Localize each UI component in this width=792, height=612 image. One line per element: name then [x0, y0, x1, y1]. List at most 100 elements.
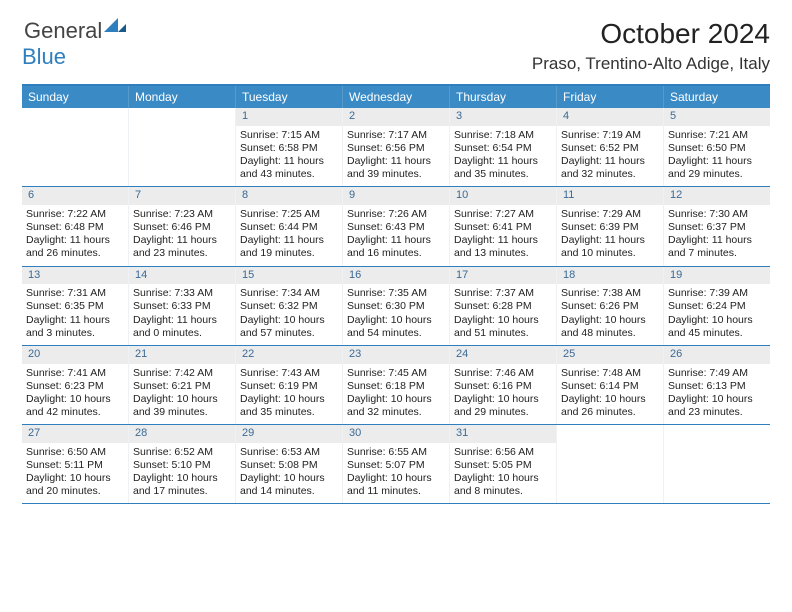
day-dl1: Daylight: 10 hours: [561, 393, 659, 406]
day-body: Sunrise: 7:35 AMSunset: 6:30 PMDaylight:…: [343, 284, 449, 345]
day-sr: Sunrise: 7:15 AM: [240, 129, 338, 142]
day-dl1: Daylight: 11 hours: [133, 314, 231, 327]
day-cell: 9Sunrise: 7:26 AMSunset: 6:43 PMDaylight…: [343, 187, 450, 265]
day-number: 31: [450, 425, 556, 443]
day-cell: 2Sunrise: 7:17 AMSunset: 6:56 PMDaylight…: [343, 108, 450, 186]
dow-friday: Friday: [557, 86, 664, 108]
day-number: 8: [236, 187, 342, 205]
day-ss: Sunset: 6:28 PM: [454, 300, 552, 313]
day-cell: 6Sunrise: 7:22 AMSunset: 6:48 PMDaylight…: [22, 187, 129, 265]
day-cell: 11Sunrise: 7:29 AMSunset: 6:39 PMDayligh…: [557, 187, 664, 265]
day-sr: Sunrise: 7:33 AM: [133, 287, 231, 300]
day-ss: Sunset: 6:58 PM: [240, 142, 338, 155]
day-dl2: and 10 minutes.: [561, 247, 659, 260]
day-cell: 7Sunrise: 7:23 AMSunset: 6:46 PMDaylight…: [129, 187, 236, 265]
day-dl1: Daylight: 10 hours: [454, 314, 552, 327]
day-ss: Sunset: 6:37 PM: [668, 221, 766, 234]
logo-word2: Blue: [22, 44, 66, 69]
day-number: 25: [557, 346, 663, 364]
day-cell: 8Sunrise: 7:25 AMSunset: 6:44 PMDaylight…: [236, 187, 343, 265]
day-body: Sunrise: 7:30 AMSunset: 6:37 PMDaylight:…: [664, 205, 770, 266]
day-number: 20: [22, 346, 128, 364]
day-body: Sunrise: 7:18 AMSunset: 6:54 PMDaylight:…: [450, 126, 556, 187]
week-row: 6Sunrise: 7:22 AMSunset: 6:48 PMDaylight…: [22, 187, 770, 266]
day-cell: 22Sunrise: 7:43 AMSunset: 6:19 PMDayligh…: [236, 346, 343, 424]
day-ss: Sunset: 6:24 PM: [668, 300, 766, 313]
day-body: Sunrise: 7:29 AMSunset: 6:39 PMDaylight:…: [557, 205, 663, 266]
day-dl2: and 26 minutes.: [26, 247, 124, 260]
location-text: Praso, Trentino-Alto Adige, Italy: [532, 54, 770, 74]
day-body: Sunrise: 7:39 AMSunset: 6:24 PMDaylight:…: [664, 284, 770, 345]
day-number: 16: [343, 267, 449, 285]
day-body: Sunrise: 7:42 AMSunset: 6:21 PMDaylight:…: [129, 364, 235, 425]
day-dl1: Daylight: 10 hours: [240, 472, 338, 485]
day-ss: Sunset: 6:44 PM: [240, 221, 338, 234]
day-cell: 27Sunrise: 6:50 AMSunset: 5:11 PMDayligh…: [22, 425, 129, 503]
day-number: 2: [343, 108, 449, 126]
day-cell: [664, 425, 770, 503]
day-number: 18: [557, 267, 663, 285]
day-sr: Sunrise: 7:23 AM: [133, 208, 231, 221]
day-sr: Sunrise: 7:38 AM: [561, 287, 659, 300]
day-sr: Sunrise: 7:39 AM: [668, 287, 766, 300]
day-ss: Sunset: 6:50 PM: [668, 142, 766, 155]
day-number: 24: [450, 346, 556, 364]
day-ss: Sunset: 5:11 PM: [26, 459, 124, 472]
day-dl2: and 29 minutes.: [668, 168, 766, 181]
day-number: 27: [22, 425, 128, 443]
day-body: Sunrise: 7:38 AMSunset: 6:26 PMDaylight:…: [557, 284, 663, 345]
day-ss: Sunset: 6:26 PM: [561, 300, 659, 313]
day-body: Sunrise: 7:21 AMSunset: 6:50 PMDaylight:…: [664, 126, 770, 187]
day-sr: Sunrise: 7:19 AM: [561, 129, 659, 142]
day-ss: Sunset: 6:39 PM: [561, 221, 659, 234]
day-cell: 24Sunrise: 7:46 AMSunset: 6:16 PMDayligh…: [450, 346, 557, 424]
day-cell: 23Sunrise: 7:45 AMSunset: 6:18 PMDayligh…: [343, 346, 450, 424]
day-ss: Sunset: 5:10 PM: [133, 459, 231, 472]
calendar: Sunday Monday Tuesday Wednesday Thursday…: [22, 84, 770, 504]
day-body: Sunrise: 7:34 AMSunset: 6:32 PMDaylight:…: [236, 284, 342, 345]
day-cell: 4Sunrise: 7:19 AMSunset: 6:52 PMDaylight…: [557, 108, 664, 186]
day-cell: 13Sunrise: 7:31 AMSunset: 6:35 PMDayligh…: [22, 267, 129, 345]
day-number: 10: [450, 187, 556, 205]
day-dl1: Daylight: 10 hours: [454, 393, 552, 406]
day-body: Sunrise: 7:25 AMSunset: 6:44 PMDaylight:…: [236, 205, 342, 266]
day-dl1: Daylight: 11 hours: [561, 234, 659, 247]
day-sr: Sunrise: 7:41 AM: [26, 367, 124, 380]
day-dl2: and 51 minutes.: [454, 327, 552, 340]
day-number: 26: [664, 346, 770, 364]
day-body: Sunrise: 6:55 AMSunset: 5:07 PMDaylight:…: [343, 443, 449, 504]
day-ss: Sunset: 6:43 PM: [347, 221, 445, 234]
day-cell: [557, 425, 664, 503]
dow-tuesday: Tuesday: [236, 86, 343, 108]
day-cell: 26Sunrise: 7:49 AMSunset: 6:13 PMDayligh…: [664, 346, 770, 424]
day-sr: Sunrise: 7:49 AM: [668, 367, 766, 380]
day-body: Sunrise: 6:56 AMSunset: 5:05 PMDaylight:…: [450, 443, 556, 504]
day-sr: Sunrise: 7:43 AM: [240, 367, 338, 380]
day-sr: Sunrise: 7:35 AM: [347, 287, 445, 300]
page-title: October 2024: [532, 18, 770, 50]
day-dl1: Daylight: 11 hours: [133, 234, 231, 247]
day-cell: 19Sunrise: 7:39 AMSunset: 6:24 PMDayligh…: [664, 267, 770, 345]
day-dl2: and 45 minutes.: [668, 327, 766, 340]
day-number: 28: [129, 425, 235, 443]
day-sr: Sunrise: 7:31 AM: [26, 287, 124, 300]
day-number: 12: [664, 187, 770, 205]
day-dl2: and 23 minutes.: [133, 247, 231, 260]
day-dl1: Daylight: 11 hours: [668, 234, 766, 247]
day-ss: Sunset: 6:48 PM: [26, 221, 124, 234]
day-cell: 20Sunrise: 7:41 AMSunset: 6:23 PMDayligh…: [22, 346, 129, 424]
day-number: 9: [343, 187, 449, 205]
day-body: Sunrise: 7:31 AMSunset: 6:35 PMDaylight:…: [22, 284, 128, 345]
day-number: 15: [236, 267, 342, 285]
day-cell: 10Sunrise: 7:27 AMSunset: 6:41 PMDayligh…: [450, 187, 557, 265]
day-body: Sunrise: 7:33 AMSunset: 6:33 PMDaylight:…: [129, 284, 235, 345]
day-dl1: Daylight: 10 hours: [26, 472, 124, 485]
day-ss: Sunset: 5:08 PM: [240, 459, 338, 472]
day-dl1: Daylight: 10 hours: [347, 393, 445, 406]
day-number: 17: [450, 267, 556, 285]
day-dl1: Daylight: 11 hours: [561, 155, 659, 168]
day-cell: 25Sunrise: 7:48 AMSunset: 6:14 PMDayligh…: [557, 346, 664, 424]
day-sr: Sunrise: 7:34 AM: [240, 287, 338, 300]
day-dl2: and 17 minutes.: [133, 485, 231, 498]
day-dl2: and 42 minutes.: [26, 406, 124, 419]
